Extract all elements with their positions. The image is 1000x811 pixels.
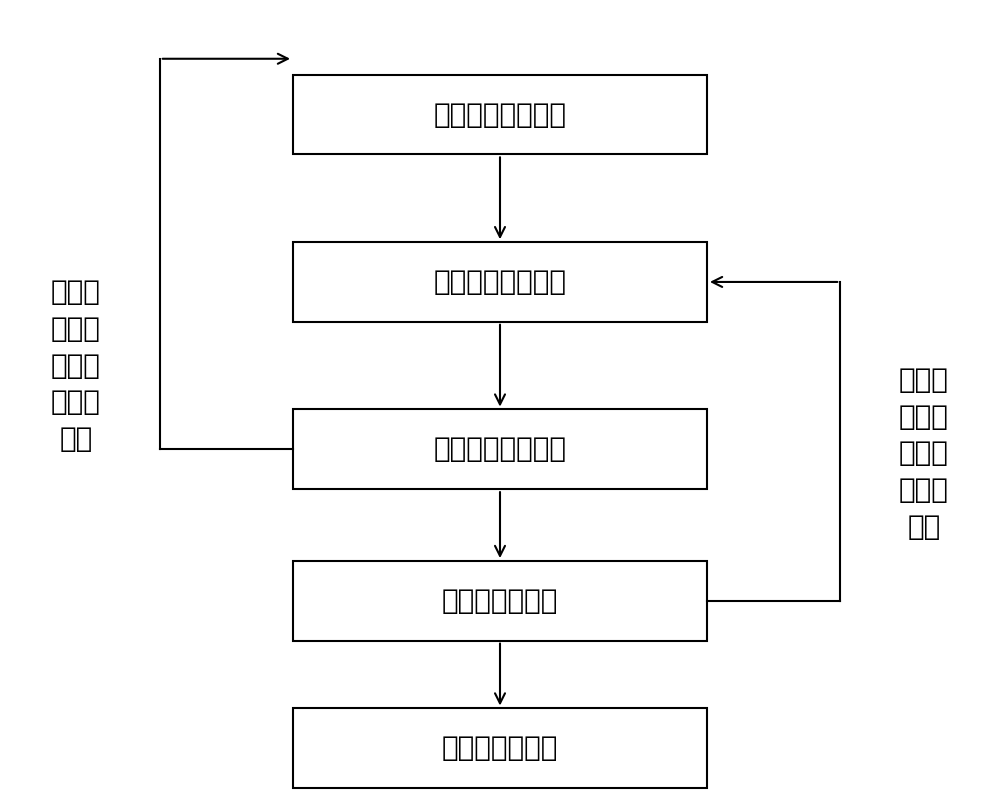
Text: 硫酸钠
固体返
回复分
解反应
结晶: 硫酸钠 固体返 回复分 解反应 结晶 xyxy=(51,278,101,453)
Text: 硫酸钠溶液预碳化: 硫酸钠溶液预碳化 xyxy=(434,101,566,129)
Text: 复分解反应结晶器: 复分解反应结晶器 xyxy=(434,268,566,296)
Text: 反应结晶母液蒸发: 反应结晶母液蒸发 xyxy=(434,436,566,463)
Text: 硫酸钠固体过滤: 硫酸钠固体过滤 xyxy=(442,587,558,615)
Text: 硫酸铵蒸发结晶: 硫酸铵蒸发结晶 xyxy=(442,734,558,762)
Text: 硫酸钠
固体返
回复分
解反应
结晶: 硫酸钠 固体返 回复分 解反应 结晶 xyxy=(899,366,949,541)
Bar xyxy=(293,561,707,641)
Bar xyxy=(293,708,707,788)
Bar xyxy=(293,410,707,489)
Bar xyxy=(293,242,707,322)
Bar xyxy=(293,75,707,154)
